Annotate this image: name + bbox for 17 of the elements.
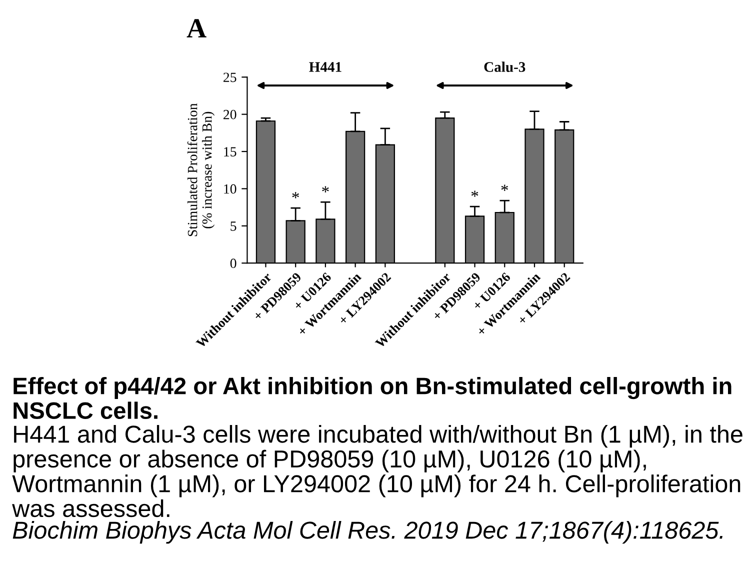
y-tick-label: 15	[224, 147, 236, 156]
text: A	[186, 19, 206, 38]
y-tick-label: 10	[224, 184, 236, 194]
text: H441 and Calu-3 cells were incubated with/without Bn (1 µM), in the presence or absence of PD98059 (10 µM), U0126 (10 µM), Wortmannin (1 µM), or LY294002 (10 µM) for 24 h. Cell-proliferation was assessed.	[12, 425, 742, 518]
y-tick-label: 5	[230, 222, 236, 231]
y-axis-title: Stimulated Proliferation (% increase with Bn)	[187, 103, 215, 236]
text: Calu-3	[484, 62, 526, 72]
data-label: *	[471, 190, 478, 197]
data-label: *	[322, 186, 329, 192]
y-tick-label: 20	[224, 110, 236, 120]
data-label: *	[501, 184, 508, 191]
y-tick-label: 25	[224, 72, 236, 82]
y-tick-label: 0	[230, 258, 236, 268]
text: Biochim Biophys Acta Mol Cell Res. 2019 Dec 17;1867(4):118625.	[12, 521, 722, 544]
data-label: *	[292, 192, 299, 198]
text: H441	[309, 62, 342, 72]
text: Effect of p44/42 or Akt inhibition on Bn-stimulated cell-growth in NSCLC cells.	[14, 377, 732, 420]
